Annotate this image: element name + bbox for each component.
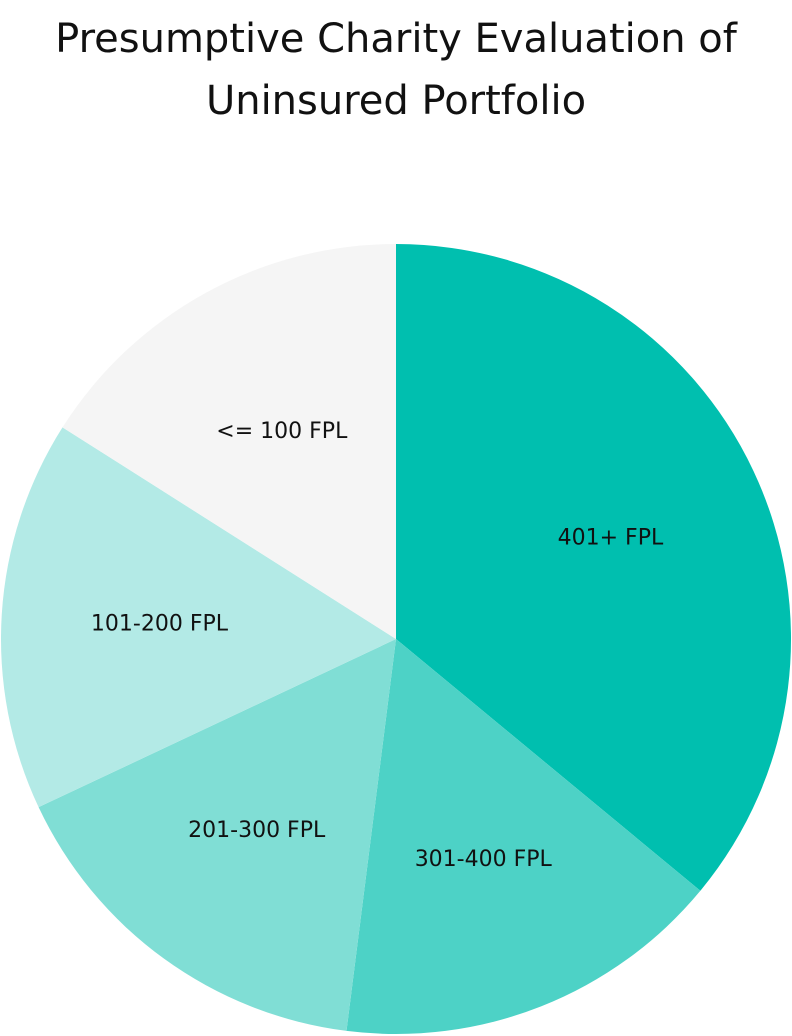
slice-label: 201-300 FPL [188,818,326,843]
pie-slice-101-200-fpl [1,427,397,808]
pie-slice-201-300-fpl [38,639,396,1031]
pie-slice-100-fpl [62,244,396,639]
chart-title: Presumptive Charity Evaluation of Uninsu… [0,8,792,132]
chart-title-line-1: Presumptive Charity Evaluation of [55,16,737,62]
pie-slice-301-400-fpl [346,639,701,1034]
slice-label: <= 100 FPL [216,419,348,444]
slice-label: 301-400 FPL [415,847,553,872]
slice-label: 101-200 FPL [91,612,229,637]
slice-label: 401+ FPL [558,526,664,551]
chart-title-line-2: Uninsured Portfolio [205,78,587,124]
pie-slice-401-fpl [396,244,791,891]
